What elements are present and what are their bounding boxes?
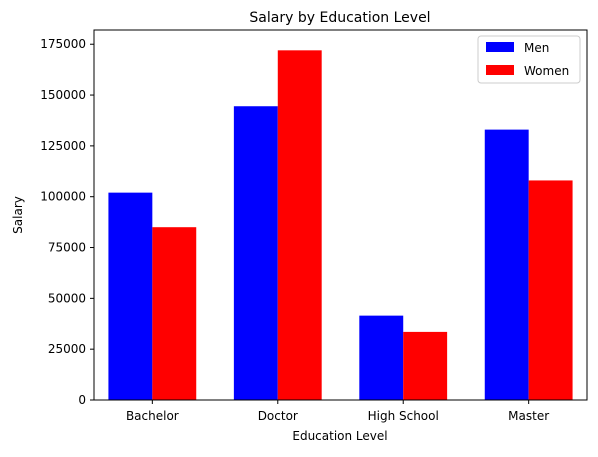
x-axis-ticks: Bachelor Doctor High School Master bbox=[126, 400, 549, 423]
bar-men-high-school bbox=[359, 315, 404, 400]
legend-label-men: Men bbox=[524, 41, 549, 55]
bar-women-bachelor bbox=[152, 227, 197, 400]
plot-frame bbox=[93, 29, 588, 401]
x-axis-label: Education Level bbox=[292, 429, 387, 443]
bar-men-doctor bbox=[233, 106, 278, 400]
y-tick-label-150000: 150000 bbox=[40, 88, 86, 102]
x-tick-label-bachelor: Bachelor bbox=[126, 409, 179, 423]
y-tick-label-50000: 50000 bbox=[48, 291, 86, 305]
legend: Men Women bbox=[477, 35, 581, 84]
y-tick-label-125000: 125000 bbox=[40, 139, 86, 153]
bar-women-high-school bbox=[403, 331, 448, 400]
legend-swatch-women bbox=[486, 65, 514, 75]
y-axis-label: Salary bbox=[11, 196, 25, 234]
bars-layer bbox=[108, 50, 573, 400]
bar-women-doctor bbox=[277, 50, 322, 400]
y-tick-label-75000: 75000 bbox=[48, 241, 86, 255]
x-tick-label-doctor: Doctor bbox=[258, 409, 298, 423]
y-tick-label-175000: 175000 bbox=[40, 37, 86, 51]
legend-swatch-men bbox=[486, 42, 514, 52]
bar-women-master bbox=[528, 180, 573, 400]
x-tick-label-high-school: High School bbox=[368, 409, 439, 423]
legend-label-women: Women bbox=[524, 64, 569, 78]
bar-men-master bbox=[484, 129, 529, 400]
y-axis-ticks: 0 25000 50000 75000 100000 125000 150000 175000 bbox=[40, 37, 94, 407]
y-tick-label-0: 0 bbox=[78, 393, 86, 407]
y-tick-label-100000: 100000 bbox=[40, 190, 86, 204]
bar-men-bachelor bbox=[108, 192, 153, 400]
x-tick-label-master: Master bbox=[508, 409, 549, 423]
chart-title: Salary by Education Level bbox=[249, 10, 430, 26]
y-tick-label-25000: 25000 bbox=[48, 342, 86, 356]
